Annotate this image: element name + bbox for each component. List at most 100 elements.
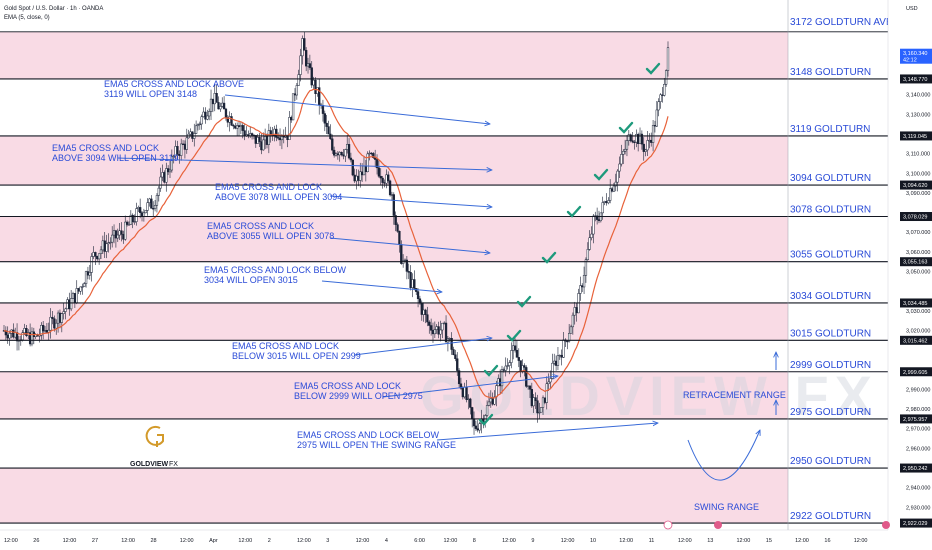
candle-body: [165, 168, 168, 183]
candle: [111, 226, 114, 248]
badge-text: 3,034.485: [903, 301, 927, 307]
candle-body: [234, 125, 237, 129]
candle-body: [116, 234, 119, 239]
candle-body: [500, 369, 504, 387]
time-tick: 12:00: [444, 538, 458, 544]
candle-body: [157, 187, 160, 196]
flag-icon[interactable]: [714, 521, 722, 529]
candle-body: [96, 256, 99, 260]
candle-body: [71, 293, 75, 299]
candle-body: [209, 98, 213, 112]
candle-body: [581, 285, 584, 288]
candle-body: [403, 259, 407, 262]
candle-body: [77, 288, 80, 292]
candle-body: [215, 93, 218, 103]
candle-body: [614, 181, 617, 187]
candle: [633, 139, 636, 150]
candle-body: [293, 93, 297, 96]
candle: [407, 263, 410, 280]
annotation-arrow: [224, 94, 490, 124]
level-label: 3078 GOLDTURN: [790, 205, 871, 216]
candle: [206, 109, 209, 121]
candle-body: [416, 291, 420, 300]
price-tick: 3,110.000: [906, 152, 930, 158]
candle: [536, 394, 539, 423]
candle: [180, 138, 183, 161]
level-price-badge: 2,922.029: [900, 518, 932, 528]
candle: [586, 242, 589, 261]
candle: [347, 138, 351, 160]
candle-body: [485, 405, 489, 416]
candle-body: [387, 174, 390, 182]
candle-body: [390, 194, 394, 196]
candle: [152, 201, 155, 217]
candle-body: [224, 108, 228, 118]
candle-body: [124, 221, 127, 240]
time-tick: 11: [649, 538, 655, 544]
event-icons: [663, 520, 890, 530]
candle: [609, 179, 612, 204]
candle: [109, 237, 112, 250]
price-tick: 3,050.000: [906, 270, 930, 276]
candle-body: [586, 249, 589, 260]
candle-body: [478, 423, 481, 431]
check-icon: [506, 329, 522, 342]
badge-text: 3,078.029: [903, 215, 927, 221]
candle-body: [185, 137, 188, 150]
candle-body: [609, 188, 612, 201]
annotation-line: EMA5 CROSS AND LOCK: [207, 221, 314, 231]
swing-curve: [687, 430, 760, 481]
candle-body: [642, 143, 645, 152]
time-tick: 4: [385, 538, 388, 544]
annotation-line: 3119 WILL OPEN 3148: [104, 89, 197, 99]
level-label: 3015 GOLDTURN: [790, 328, 871, 339]
candle: [642, 137, 645, 161]
candle-body: [305, 50, 308, 67]
candle: [469, 397, 472, 415]
candle: [625, 135, 629, 157]
candle-body: [282, 136, 285, 138]
badge-text: 3,119.045: [903, 134, 927, 140]
flag-icon[interactable]: [882, 521, 890, 529]
candle: [564, 338, 567, 347]
candle-body: [338, 151, 341, 156]
candle-body: [168, 169, 172, 173]
price-badges: 3,148.770 3,119.045 3,094.620 3,078.029 3,05…: [900, 48, 932, 528]
candle-body: [657, 101, 660, 111]
candle-body: [450, 338, 453, 350]
candle-body: [601, 202, 604, 214]
candle-body: [471, 407, 474, 419]
candle: [629, 133, 632, 143]
candle: [49, 308, 52, 339]
time-tick: 12:00: [737, 538, 751, 544]
annotation-line: ABOVE 3094 WILL OPEN 3119: [52, 153, 179, 163]
candle: [127, 221, 131, 226]
candle-body: [420, 303, 423, 315]
candle-body: [538, 411, 541, 414]
candle: [558, 354, 561, 360]
candle: [323, 110, 326, 132]
level-price-badge: 3,148.770: [900, 74, 932, 84]
candle-body: [584, 259, 588, 276]
candle: [409, 265, 412, 291]
candle: [217, 96, 220, 110]
candle-body: [648, 139, 651, 142]
candle: [485, 400, 489, 418]
candle-body: [204, 111, 207, 120]
candle: [601, 196, 604, 220]
candle-body: [166, 168, 170, 173]
candle-body: [62, 311, 65, 314]
candle-body: [83, 283, 86, 287]
lightning-icon[interactable]: [663, 520, 673, 530]
checks: [478, 62, 661, 426]
annotation-line: EMA5 CROSS AND LOCK: [294, 381, 401, 391]
candle-body: [569, 326, 573, 334]
candle: [567, 324, 571, 343]
candle-body: [592, 215, 595, 235]
candle-body: [573, 307, 576, 316]
candle-body: [198, 123, 201, 126]
candle-body: [444, 322, 448, 343]
candle-body: [176, 146, 179, 155]
candle-body: [56, 312, 60, 324]
